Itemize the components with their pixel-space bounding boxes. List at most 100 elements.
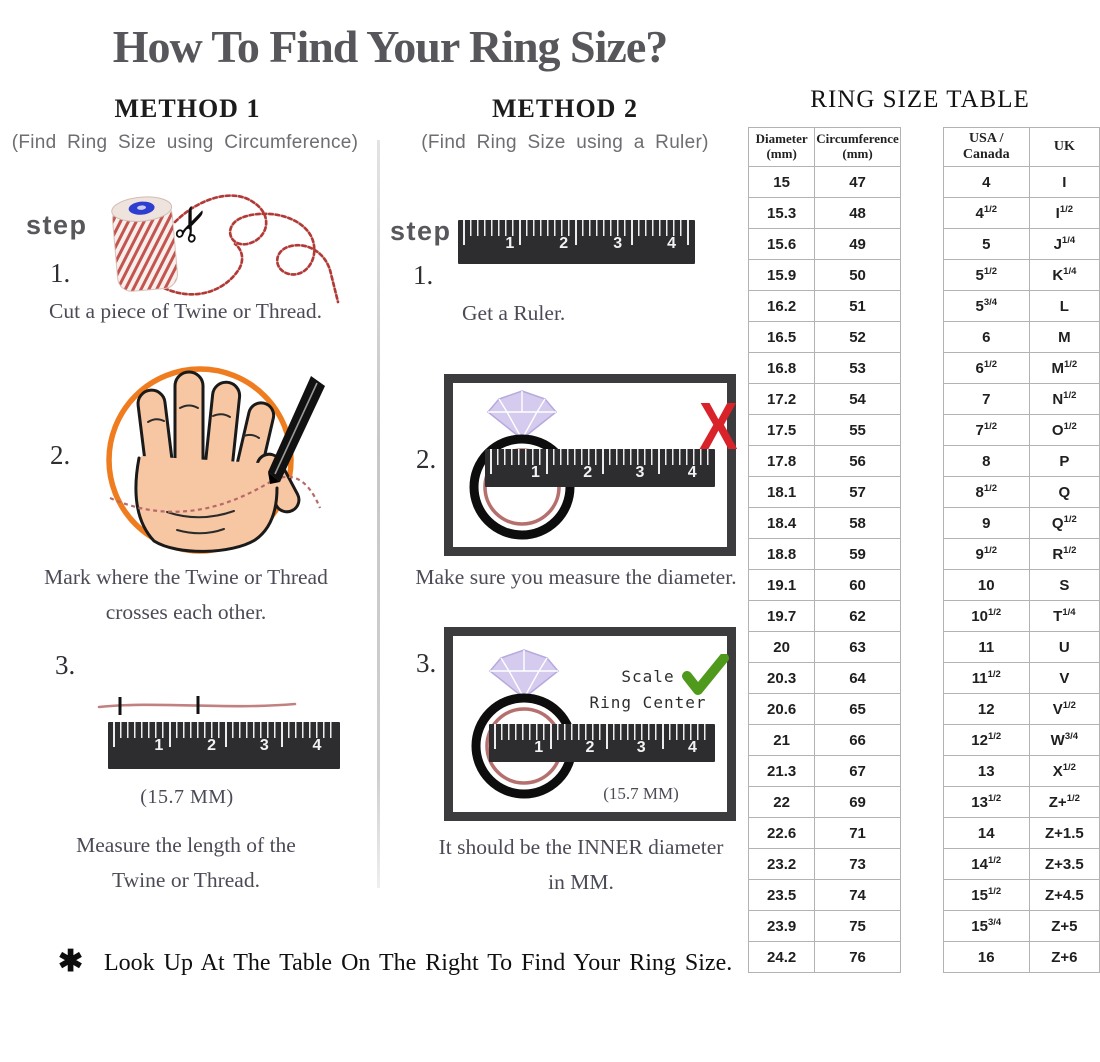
table-row: 91/2 R1/2 (942, 538, 1100, 570)
usa-size-cell: 5 (942, 228, 1030, 260)
usa-size-cell: 101/2 (942, 600, 1030, 632)
ruler-method2-step1: 1 2 3 4 (458, 220, 695, 264)
circumference-cell: 58 (814, 507, 901, 539)
circumference-cell: 57 (814, 476, 901, 508)
uk-size-cell: L (1028, 290, 1100, 322)
ruler-number: 4 (687, 739, 697, 756)
uk-size-cell: I1/2 (1028, 197, 1100, 229)
circumference-cell: 67 (814, 755, 901, 787)
circumference-cell: 73 (814, 848, 901, 880)
asterisk-icon: ✱ (58, 945, 84, 978)
table-row: 20 63 (747, 631, 901, 663)
ring-size-tables: Diameter (mm) Circumference (mm) 15 47 15.… (747, 127, 1100, 973)
table-row: 22 69 (747, 786, 901, 818)
uk-size-cell: M (1028, 321, 1100, 353)
page-title: How To Find Your Ring Size? (112, 21, 669, 72)
table-row: 18.8 59 (747, 538, 901, 570)
usa-size-cell: 14 (942, 817, 1030, 849)
twine-thread (151, 194, 340, 304)
ruler-number: 1 (505, 235, 515, 252)
ruler-number: 2 (207, 737, 217, 754)
table-row: 24.2 76 (747, 941, 901, 973)
usa-size-cell: 71/2 (942, 414, 1030, 446)
uk-size-cell: N1/2 (1028, 383, 1100, 415)
ruler-numbers: 1 2 3 4 (489, 739, 715, 757)
diameter-cell: 16.8 (747, 352, 816, 384)
ruler-number: 1 (154, 737, 164, 754)
usa-size-cell: 4 (942, 166, 1030, 198)
size-table: USA / Canada UK 4 I 41/2 I1/2 5 J1/4 51/2 K1/4 5… (942, 127, 1100, 973)
uk-size-cell: K1/4 (1028, 259, 1100, 291)
uk-size-cell: Q1/2 (1028, 507, 1100, 539)
table-row: 61/2 M1/2 (942, 352, 1100, 384)
hand-marking-illustration (106, 366, 325, 554)
twine-spool (111, 196, 178, 292)
diameter-cell: 18.1 (747, 476, 816, 508)
hand-lines (147, 404, 260, 535)
circumference-cell: 76 (814, 941, 901, 973)
diameter-cell: 15.3 (747, 197, 816, 229)
ruler-number: 4 (312, 737, 322, 754)
circumference-cell: 49 (814, 228, 901, 260)
table-row: 5 J1/4 (942, 228, 1100, 260)
circumference-cell: 75 (814, 910, 901, 942)
diameter-cell: 15 (747, 166, 816, 198)
diameter-cell: 18.8 (747, 538, 816, 570)
uk-size-cell: U (1028, 631, 1100, 663)
usa-size-cell: 53/4 (942, 290, 1030, 322)
uk-size-cell: O1/2 (1028, 414, 1100, 446)
table-row: 19.7 62 (747, 600, 901, 632)
usa-size-cell: 131/2 (942, 786, 1030, 818)
hand (136, 370, 301, 514)
table-row: 20.3 64 (747, 662, 901, 694)
diameter-cell: 15.6 (747, 228, 816, 260)
ruler-number: 1 (531, 464, 540, 481)
wrong-measure-box: 1 2 3 4 X (444, 374, 738, 556)
table-row: 23.2 73 (747, 848, 901, 880)
circumference-cell: 74 (814, 879, 901, 911)
table-row: 16.8 53 (747, 352, 901, 384)
table-row: 21 66 (747, 724, 901, 756)
uk-size-cell: Z+6 (1028, 941, 1100, 973)
circumference-cell: 48 (814, 197, 901, 229)
uk-size-cell: X1/2 (1028, 755, 1100, 787)
table-row: 18.4 58 (747, 507, 901, 539)
usa-size-cell: 51/2 (942, 259, 1030, 291)
table-row: 101/2 T1/4 (942, 600, 1100, 632)
ruler-number: 3 (636, 739, 646, 756)
usa-size-cell: 91/2 (942, 538, 1030, 570)
diameter-cell: 16.2 (747, 290, 816, 322)
uk-size-cell: Z+5 (1028, 910, 1100, 942)
ruler-number: 3 (635, 464, 645, 481)
usa-size-cell: 151/2 (942, 879, 1030, 911)
table-row: 53/4 L (942, 290, 1100, 322)
table-row: 41/2 I1/2 (942, 197, 1100, 229)
table-row: 81/2 Q (942, 476, 1100, 508)
table-row: 15.3 48 (747, 197, 901, 229)
diameter-cell: 22 (747, 786, 816, 818)
table-row: 7 N1/2 (942, 383, 1100, 415)
usa-size-cell: 11 (942, 631, 1030, 663)
uk-size-cell: Z+1.5 (1028, 817, 1100, 849)
diameter-cell: 23.2 (747, 848, 816, 880)
ruler-numbers: 1 2 3 4 (485, 464, 715, 482)
thread-mark-line (109, 475, 322, 513)
usa-size-cell: 41/2 (942, 197, 1030, 229)
usa-canada-header: USA / Canada (942, 127, 1030, 167)
uk-size-cell: T1/4 (1028, 600, 1100, 632)
method2-step1-caption: Get a Ruler. (462, 301, 566, 325)
diameter-cell: 16.5 (747, 321, 816, 353)
circumference-cell: 52 (814, 321, 901, 353)
table-row: 9 Q1/2 (942, 507, 1100, 539)
uk-size-cell: R1/2 (1028, 538, 1100, 570)
table-row: 12 V1/2 (942, 693, 1100, 725)
ruler-method2-step3: 1 2 3 4 (489, 724, 715, 762)
table-row: 151/2 Z+4.5 (942, 879, 1100, 911)
circumference-cell: 54 (814, 383, 901, 415)
uk-size-cell: S (1028, 569, 1100, 601)
usa-size-cell: 111/2 (942, 662, 1030, 694)
mm-table-body: 15 47 15.3 48 15.6 49 15.9 50 16.2 51 16.5 52 16.8 53… (747, 166, 901, 973)
method2-subtitle: (Find Ring Size using a Ruler) (421, 132, 709, 153)
